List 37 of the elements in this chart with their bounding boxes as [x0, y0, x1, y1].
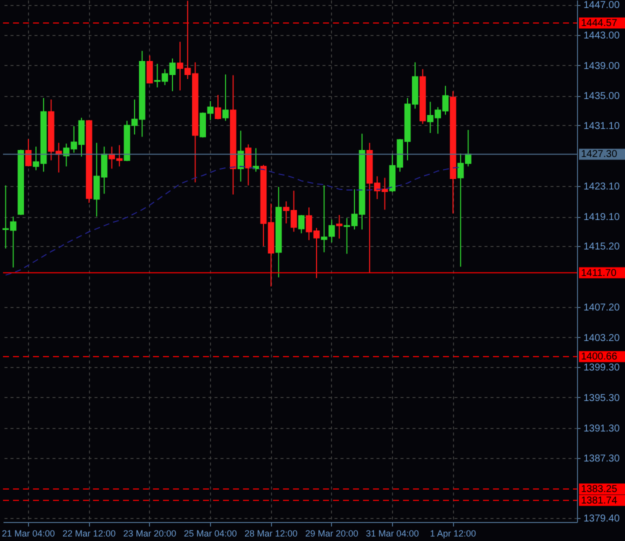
x-tick-label: 29 Mar 20:00 — [305, 528, 358, 538]
candlestick — [214, 94, 222, 120]
y-tick-label: 1423.10 — [584, 182, 620, 193]
y-tick-label: 1391.30 — [584, 423, 620, 434]
candlestick — [222, 74, 229, 122]
y-tick-label: 1387.30 — [584, 454, 620, 465]
ref-line-label: 1427.30 — [581, 149, 618, 160]
ref-line-label: 1411.70 — [581, 268, 617, 279]
ref-line-label: 1381.74 — [581, 495, 618, 506]
candlestick — [298, 214, 305, 234]
x-tick-label: 21 Mar 04:00 — [2, 528, 55, 538]
x-tick-label: 31 Mar 04:00 — [366, 528, 419, 538]
y-tick-label: 1407.20 — [584, 302, 620, 314]
ref-line-label: 1444.57 — [581, 18, 618, 30]
y-tick-label: 1415.20 — [584, 242, 620, 253]
x-tick-label: 23 Mar 20:00 — [123, 528, 176, 538]
y-tick-label: 1419.10 — [584, 212, 620, 224]
candlestick — [245, 144, 252, 186]
y-tick-label: 1431.10 — [584, 120, 620, 132]
x-tick-label: 28 Mar 12:00 — [244, 528, 298, 538]
y-tick-label: 1379.40 — [584, 514, 620, 525]
y-tick-label: 1439.00 — [584, 60, 620, 72]
candlestick — [238, 130, 244, 182]
y-tick-label: 1443.00 — [584, 30, 620, 42]
ref-line-label: 1383.25 — [581, 484, 618, 495]
x-tick-label: 25 Mar 04:00 — [184, 528, 237, 538]
y-tick-label: 1395.30 — [584, 392, 620, 404]
y-tick-label: 1403.20 — [584, 332, 620, 344]
candlestick — [25, 138, 32, 167]
x-tick-label: 22 Mar 12:00 — [62, 528, 116, 538]
candlestick — [146, 54, 153, 84]
x-tick-label: 1 Apr 12:00 — [430, 528, 476, 538]
y-tick-label: 1399.30 — [584, 362, 620, 374]
y-tick-label: 1435.00 — [584, 91, 620, 102]
y-tick-label: 1447.00 — [584, 0, 620, 12]
candlestick — [336, 214, 342, 240]
ref-line-label: 1400.66 — [581, 352, 618, 363]
